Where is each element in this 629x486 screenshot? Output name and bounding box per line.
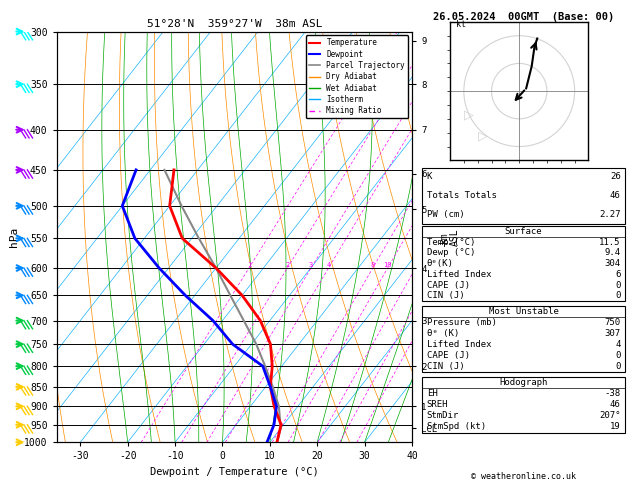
Text: Most Unstable: Most Unstable (489, 307, 559, 316)
Text: -38: -38 (604, 389, 621, 398)
Text: 307: 307 (604, 329, 621, 338)
Text: 46: 46 (610, 400, 621, 409)
X-axis label: Dewpoint / Temperature (°C): Dewpoint / Temperature (°C) (150, 467, 319, 477)
Title: 51°28'N  359°27'W  38m ASL: 51°28'N 359°27'W 38m ASL (147, 19, 322, 30)
Text: ▷: ▷ (477, 130, 487, 142)
Text: CIN (J): CIN (J) (426, 292, 464, 300)
Text: 4: 4 (615, 340, 621, 349)
Text: 4: 4 (326, 262, 331, 268)
Text: PW (cm): PW (cm) (426, 210, 464, 219)
Legend: Temperature, Dewpoint, Parcel Trajectory, Dry Adiabat, Wet Adiabat, Isotherm, Mi: Temperature, Dewpoint, Parcel Trajectory… (306, 35, 408, 118)
Text: Lifted Index: Lifted Index (426, 270, 491, 279)
Y-axis label: hPa: hPa (9, 227, 18, 247)
Text: ▷: ▷ (464, 109, 474, 122)
Text: kt: kt (455, 20, 465, 30)
Text: 0: 0 (615, 351, 621, 360)
Text: 1: 1 (247, 262, 251, 268)
Text: 207°: 207° (599, 411, 621, 420)
Text: 46: 46 (610, 191, 621, 200)
Text: Totals Totals: Totals Totals (426, 191, 496, 200)
Text: Hodograph: Hodograph (499, 378, 548, 387)
Text: © weatheronline.co.uk: © weatheronline.co.uk (471, 472, 576, 481)
Text: 10: 10 (384, 262, 392, 268)
Text: θᵉ(K): θᵉ(K) (426, 259, 454, 268)
Text: 19: 19 (610, 422, 621, 432)
Text: CAPE (J): CAPE (J) (426, 281, 470, 290)
Y-axis label: km
ASL: km ASL (438, 228, 460, 246)
Text: θᵉ (K): θᵉ (K) (426, 329, 459, 338)
Text: StmSpd (kt): StmSpd (kt) (426, 422, 486, 432)
Text: 8: 8 (370, 262, 375, 268)
Text: 750: 750 (604, 318, 621, 327)
Text: SREH: SREH (426, 400, 448, 409)
Text: Dewp (°C): Dewp (°C) (426, 248, 475, 258)
Text: StmDir: StmDir (426, 411, 459, 420)
Text: 6: 6 (615, 270, 621, 279)
Text: 0: 0 (615, 281, 621, 290)
Text: Surface: Surface (505, 227, 542, 236)
Text: 3: 3 (309, 262, 313, 268)
Text: 11.5: 11.5 (599, 238, 621, 246)
Text: 26.05.2024  00GMT  (Base: 00): 26.05.2024 00GMT (Base: 00) (433, 12, 615, 22)
Text: 0: 0 (615, 362, 621, 371)
Text: 2.27: 2.27 (599, 210, 621, 219)
Text: 9.4: 9.4 (604, 248, 621, 258)
Text: Temp (°C): Temp (°C) (426, 238, 475, 246)
Text: CIN (J): CIN (J) (426, 362, 464, 371)
Text: EH: EH (426, 389, 437, 398)
Text: 304: 304 (604, 259, 621, 268)
Text: K: K (426, 173, 432, 181)
Text: 26: 26 (610, 173, 621, 181)
Text: Lifted Index: Lifted Index (426, 340, 491, 349)
Text: 0: 0 (615, 292, 621, 300)
Text: CAPE (J): CAPE (J) (426, 351, 470, 360)
Text: 2: 2 (285, 262, 289, 268)
Text: Pressure (mb): Pressure (mb) (426, 318, 496, 327)
